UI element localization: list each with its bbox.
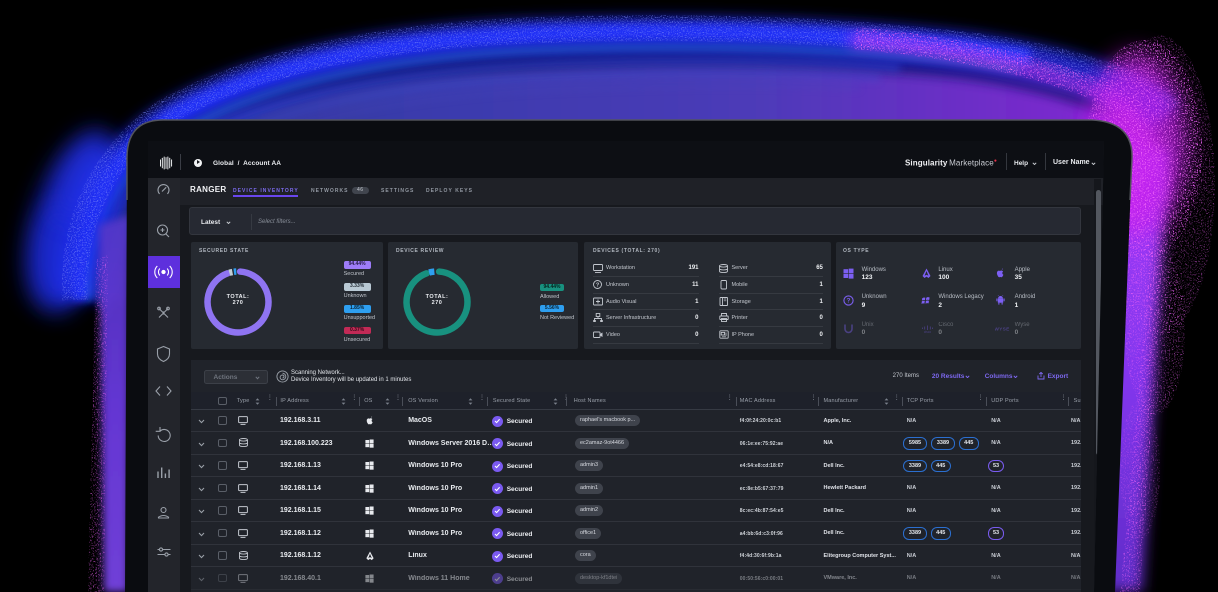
svg-text:WYSE: WYSE — [995, 326, 1009, 332]
svg-text:?: ? — [847, 298, 851, 305]
svg-text:?: ? — [596, 283, 600, 289]
svg-text:cisco: cisco — [924, 329, 931, 333]
